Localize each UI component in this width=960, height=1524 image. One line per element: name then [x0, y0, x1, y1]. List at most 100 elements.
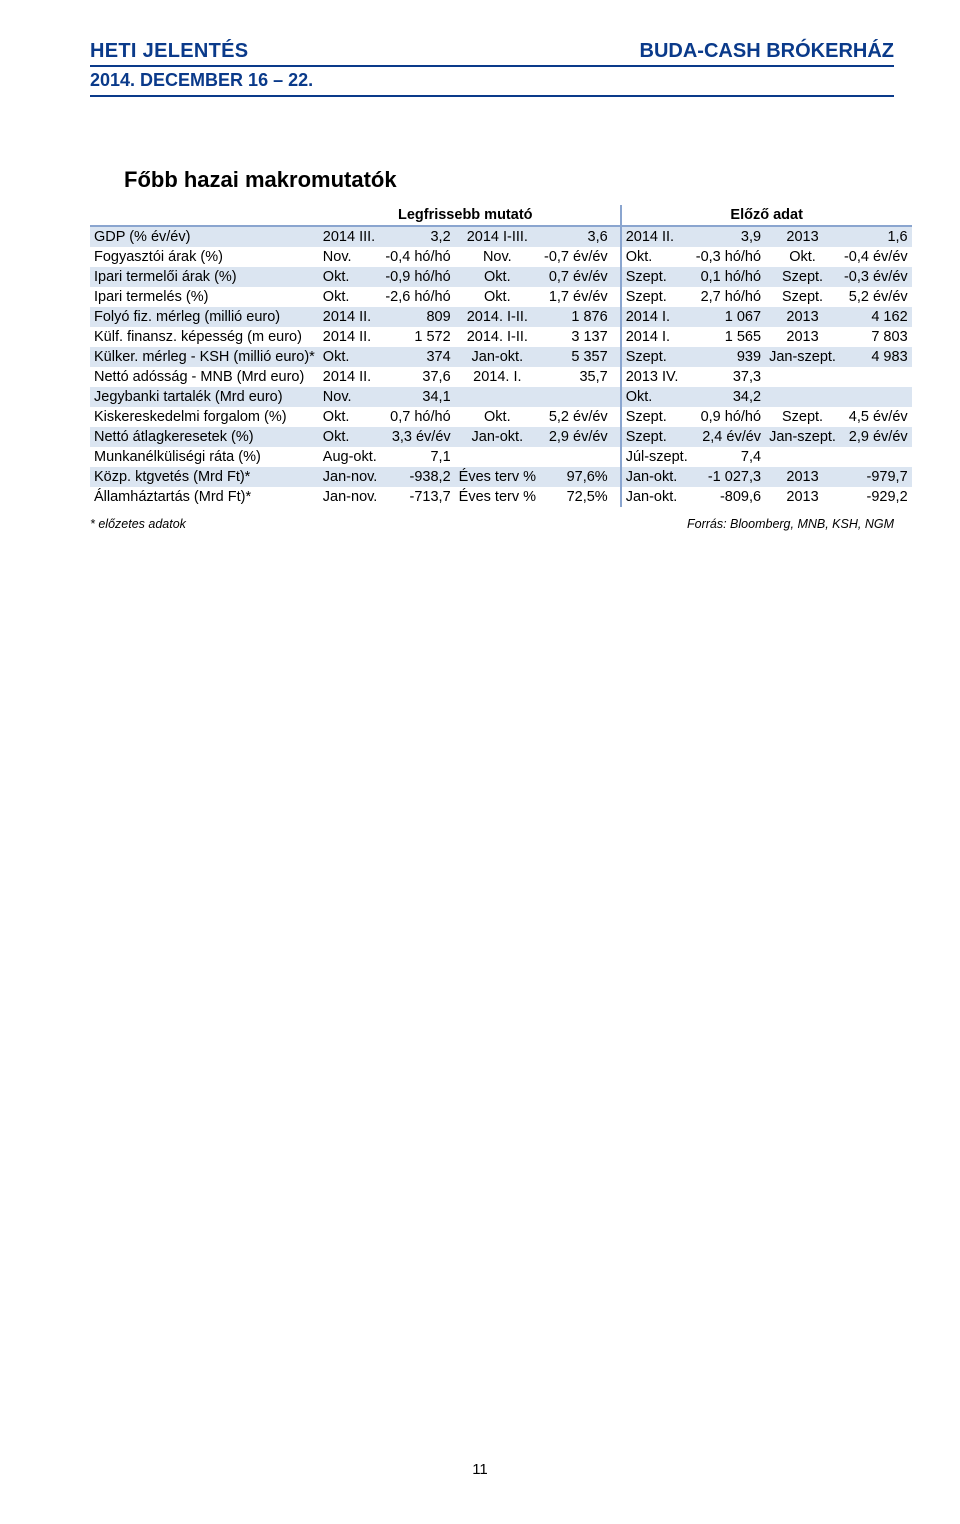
table-header-latest: Legfrissebb mutató [319, 205, 612, 226]
cell: 1 565 [692, 327, 765, 347]
sep [612, 467, 621, 487]
cell: Okt. [765, 247, 840, 267]
cell: Jan-nov. [319, 467, 382, 487]
cell: Okt. [455, 267, 540, 287]
cell [540, 447, 612, 467]
cell: -809,6 [692, 487, 765, 507]
cell: 2014. I-II. [455, 307, 540, 327]
cell [840, 367, 912, 387]
row-label: Külker. mérleg - KSH (millió euro)* [90, 347, 319, 367]
cell: Szept. [765, 287, 840, 307]
title-right-dash: -C [697, 40, 718, 62]
cell: 3,6 [540, 226, 612, 247]
cell: Okt. [319, 287, 382, 307]
cell: 374 [381, 347, 454, 367]
cell: 2014 II. [621, 226, 692, 247]
title-left-rest1: ETI [105, 40, 137, 62]
cell: 0,7 év/év [540, 267, 612, 287]
cell [455, 447, 540, 467]
cell: 35,7 [540, 367, 612, 387]
cell: Éves terv % [455, 487, 540, 507]
cell: 939 [692, 347, 765, 367]
table-header-sep [612, 205, 621, 226]
footnote-left: * előzetes adatok [90, 517, 186, 531]
row-label: Nettó adósság - MNB (Mrd euro) [90, 367, 319, 387]
cell: Jan-okt. [621, 487, 692, 507]
cell: 2014. I. [455, 367, 540, 387]
cell: Szept. [621, 427, 692, 447]
cell: Jan-szept. [765, 347, 840, 367]
cell: 2013 IV. [621, 367, 692, 387]
row-label: Folyó fiz. mérleg (millió euro) [90, 307, 319, 327]
cell: 7 803 [840, 327, 912, 347]
cell: 3,2 [381, 226, 454, 247]
cell: 2,9 év/év [840, 427, 912, 447]
title-left-rest2: ELENTÉS [154, 40, 248, 62]
row-label: GDP (% év/év) [90, 226, 319, 247]
cell [765, 447, 840, 467]
page-number: 11 [0, 1461, 960, 1478]
cell: Aug-okt. [319, 447, 382, 467]
footnote-right: Forrás: Bloomberg, MNB, KSH, NGM [687, 517, 894, 531]
title-right-char3: B [766, 40, 780, 62]
row-label: Munkanélküliségi ráta (%) [90, 447, 319, 467]
table-header-row: Legfrissebb mutató Előző adat [90, 205, 912, 226]
sep [612, 487, 621, 507]
cell: -713,7 [381, 487, 454, 507]
cell: Szept. [765, 267, 840, 287]
row-label: Nettó átlagkeresetek (%) [90, 427, 319, 447]
cell: 2,4 év/év [692, 427, 765, 447]
cell [455, 387, 540, 407]
cell: 3 137 [540, 327, 612, 347]
cell: 4 162 [840, 307, 912, 327]
cell: 5,2 év/év [840, 287, 912, 307]
cell: 4 983 [840, 347, 912, 367]
table-row: Ipari termelés (%)Okt.-2,6 hó/hóOkt.1,7 … [90, 287, 912, 307]
sep [612, 427, 621, 447]
table-row: Ipari termelői árak (%)Okt.-0,9 hó/hóOkt… [90, 267, 912, 287]
table-row: Külf. finansz. képesség (m euro)2014 II.… [90, 327, 912, 347]
row-label: Ipari termelői árak (%) [90, 267, 319, 287]
cell: 3,9 [692, 226, 765, 247]
cell: 3,3 év/év [381, 427, 454, 447]
table-row: Munkanélküliségi ráta (%)Aug-okt.7,1Júl-… [90, 447, 912, 467]
table-row: Közp. ktgvetés (Mrd Ft)*Jan-nov.-938,2Év… [90, 467, 912, 487]
table-header-prev: Előző adat [621, 205, 912, 226]
cell: Okt. [621, 247, 692, 267]
cell [765, 387, 840, 407]
cell: -0,3 hó/hó [692, 247, 765, 267]
cell: 2014. I-II. [455, 327, 540, 347]
cell: Szept. [621, 287, 692, 307]
cell: 809 [381, 307, 454, 327]
table-row: Jegybanki tartalék (Mrd euro)Nov.34,1Okt… [90, 387, 912, 407]
table-row: Nettó adósság - MNB (Mrd euro)2014 II.37… [90, 367, 912, 387]
sep [612, 307, 621, 327]
cell: 2013 [765, 467, 840, 487]
cell: 2014 II. [319, 327, 382, 347]
table-header-blank [90, 205, 319, 226]
cell: 2014 II. [319, 307, 382, 327]
cell: 7,4 [692, 447, 765, 467]
cell: Júl-szept. [621, 447, 692, 467]
cell: 1,7 év/év [540, 287, 612, 307]
cell: Jan-szept. [765, 427, 840, 447]
cell: Okt. [621, 387, 692, 407]
title-left-char1: H [90, 40, 105, 62]
cell: 34,2 [692, 387, 765, 407]
table-row: Kiskereskedelmi forgalom (%)Okt.0,7 hó/h… [90, 407, 912, 427]
cell: 72,5% [540, 487, 612, 507]
cell: 5,2 év/év [540, 407, 612, 427]
cell: 2014 I. [621, 327, 692, 347]
table-row: Államháztartás (Mrd Ft)*Jan-nov.-713,7Év… [90, 487, 912, 507]
sep [612, 447, 621, 467]
cell: Szept. [621, 347, 692, 367]
cell: -0,3 év/év [840, 267, 912, 287]
row-label: Jegybanki tartalék (Mrd euro) [90, 387, 319, 407]
sep [612, 287, 621, 307]
cell: Okt. [319, 267, 382, 287]
cell: 0,1 hó/hó [692, 267, 765, 287]
cell: Jan-nov. [319, 487, 382, 507]
row-label: Ipari termelés (%) [90, 287, 319, 307]
row-label: Kiskereskedelmi forgalom (%) [90, 407, 319, 427]
cell [840, 387, 912, 407]
